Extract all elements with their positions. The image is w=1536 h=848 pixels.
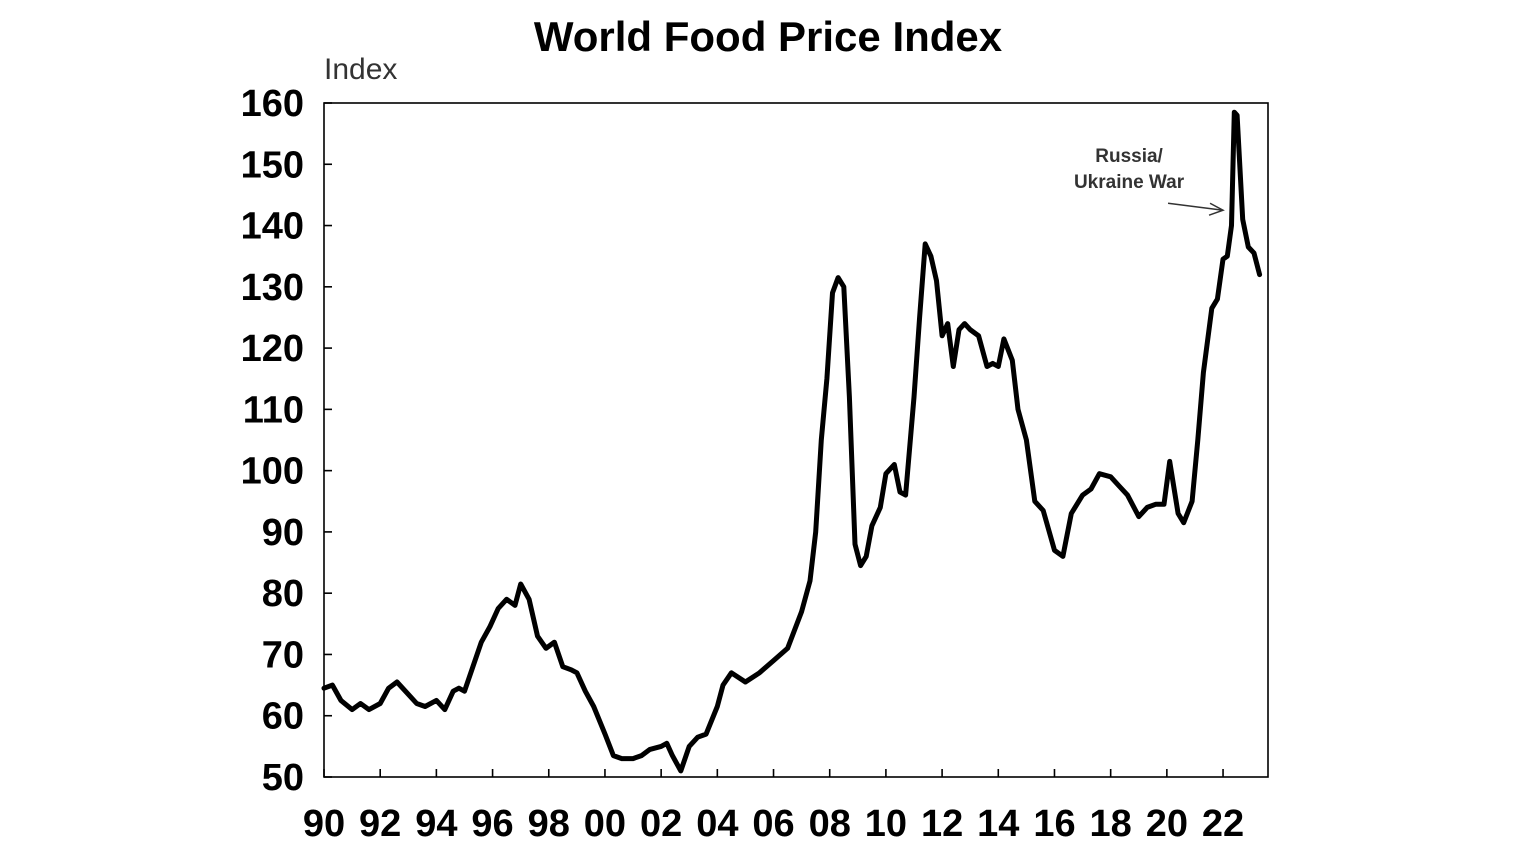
annotation-arrow-shaft (1167, 202, 1224, 211)
annotation-text-line-1: Russia/ (1095, 146, 1163, 167)
x-tick-label-20: 20 (1146, 803, 1188, 845)
x-tick-label-14: 14 (977, 803, 1019, 845)
y-tick-label-50: 50 (262, 757, 304, 799)
x-tick-label-92: 92 (359, 803, 401, 845)
x-tick-label-10: 10 (865, 803, 907, 845)
y-tick-label-100: 100 (241, 451, 304, 493)
annotation-text-line-2: Ukraine War (1074, 172, 1185, 193)
x-tick-label-90: 90 (303, 803, 345, 845)
y-tick-label-140: 140 (241, 206, 304, 248)
x-tick-label-12: 12 (921, 803, 963, 845)
y-tick-label-120: 120 (241, 328, 304, 370)
x-tick-label-94: 94 (415, 803, 457, 845)
annotation-arrow-head (1208, 202, 1225, 216)
x-tick-label-96: 96 (471, 803, 513, 845)
plot-area-frame (323, 102, 1269, 778)
y-tick-label-160: 160 (241, 83, 304, 125)
x-tick-label-04: 04 (696, 803, 738, 845)
y-axis: 50 60 70 80 90 100 110 120 130 140 150 160 (241, 83, 332, 799)
x-tick-label-08: 08 (809, 803, 851, 845)
y-tick-label-60: 60 (262, 696, 304, 738)
y-tick-label-130: 130 (241, 267, 304, 309)
y-tick-label-90: 90 (262, 512, 304, 554)
annotations: Russia/Ukraine War (1074, 146, 1225, 216)
y-tick-label-70: 70 (262, 634, 304, 676)
food-price-index-line (321, 109, 1263, 774)
x-tick-label-02: 02 (640, 803, 682, 845)
y-axis-unit-label: Index (324, 53, 397, 86)
x-axis: 90 92 94 96 98 00 02 04 06 08 10 12 14 16 18 20 22 (303, 769, 1244, 845)
y-tick-label-80: 80 (262, 573, 304, 615)
chart-title: World Food Price Index (534, 13, 1003, 60)
x-tick-label-98: 98 (528, 803, 570, 845)
y-tick-label-110: 110 (243, 389, 304, 431)
x-tick-label-06: 06 (752, 803, 794, 845)
x-tick-label-18: 18 (1090, 803, 1132, 845)
x-tick-label-00: 00 (584, 803, 626, 845)
x-tick-label-16: 16 (1033, 803, 1075, 845)
x-tick-label-22: 22 (1202, 803, 1244, 845)
y-tick-label-150: 150 (241, 144, 304, 186)
